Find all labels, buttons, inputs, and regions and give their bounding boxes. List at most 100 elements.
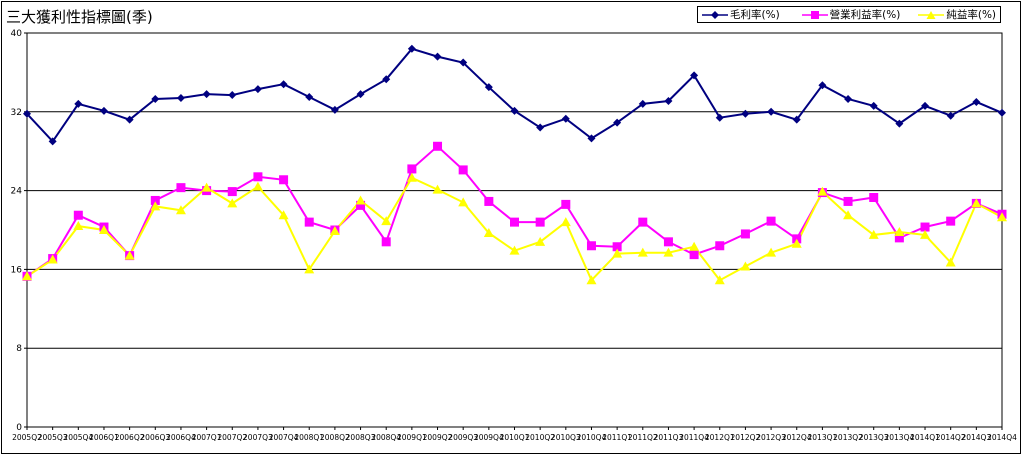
data-point-square [356, 200, 366, 210]
x-tick-label: 2014Q3 [961, 433, 991, 442]
legend-marker-triangle-icon [918, 10, 945, 19]
data-point-triangle [227, 198, 238, 208]
chart-legend: 毛利率(%) 營業利益率(%) 純益率(%) [697, 6, 1001, 23]
data-point-diamond [433, 52, 442, 61]
data-point-square [407, 164, 417, 174]
data-point-diamond [869, 101, 878, 110]
data-point-diamond [510, 106, 519, 115]
x-tick-label: 2010Q1 [500, 433, 530, 442]
data-point-triangle [432, 184, 443, 194]
data-point-diamond [613, 118, 622, 127]
chart-title: 三大獲利性指標圖(季) [6, 8, 153, 26]
data-point-diamond [151, 94, 160, 103]
data-point-square [766, 216, 776, 226]
data-point-diamond [690, 71, 699, 80]
data-point-triangle [843, 210, 854, 220]
data-point-square [689, 250, 699, 260]
data-point-triangle [458, 197, 469, 207]
data-point-triangle [997, 212, 1007, 222]
data-point-triangle [22, 271, 32, 281]
data-point-diamond [972, 97, 981, 106]
legend-marker-diamond-icon [702, 10, 728, 19]
x-tick-label: 2014Q1 [910, 433, 940, 442]
data-point-square [458, 165, 468, 175]
data-point-triangle [740, 261, 751, 271]
data-point-diamond [176, 94, 185, 103]
x-tick-label: 2008Q2 [320, 433, 350, 442]
y-tick-label: 40 [11, 29, 23, 39]
series-line-0 [26, 47, 1003, 143]
data-point-square [484, 196, 494, 206]
data-point-triangle [278, 210, 289, 220]
data-point-square [663, 237, 673, 247]
data-point-triangle [920, 229, 931, 239]
x-tick-label: 2006Q4 [166, 433, 196, 442]
data-point-diamond [279, 80, 288, 89]
x-tick-label: 2011Q1 [602, 433, 632, 442]
data-point-square [304, 217, 314, 227]
x-tick-label: 2005Q4 [63, 433, 93, 442]
data-point-diamond [99, 106, 108, 115]
data-point-square [869, 192, 879, 202]
x-tick-label: 2006Q1 [89, 433, 119, 442]
x-tick-label: 2013Q4 [884, 433, 914, 442]
data-point-diamond [895, 119, 904, 128]
data-point-diamond [792, 115, 801, 124]
x-tick-label: 2013Q3 [859, 433, 889, 442]
data-point-diamond [715, 113, 724, 122]
data-point-triangle [663, 247, 674, 257]
data-point-triangle [612, 248, 623, 258]
x-tick-label: 2009Q3 [448, 433, 478, 442]
y-tick-label: 8 [16, 344, 22, 354]
x-tick-label: 2011Q2 [628, 433, 658, 442]
data-point-square [279, 175, 289, 185]
x-tick-label: 2006Q3 [140, 433, 170, 442]
x-tick-label: 2008Q3 [346, 433, 376, 442]
plot-area [26, 32, 1003, 428]
data-point-square [920, 222, 930, 232]
data-point-diamond [998, 108, 1006, 117]
data-point-diamond [946, 111, 955, 120]
data-point-square [561, 199, 571, 209]
data-point-square [612, 242, 622, 252]
data-point-square [843, 196, 853, 206]
x-tick-label: 2007Q1 [192, 433, 222, 442]
y-tick-label: 16 [11, 265, 23, 275]
x-tick-label: 2005Q2 [12, 433, 42, 442]
data-point-square [740, 229, 750, 239]
data-point-diamond [921, 101, 930, 110]
data-point-diamond [638, 99, 647, 108]
data-point-triangle [252, 181, 263, 191]
data-point-triangle [47, 254, 58, 264]
data-point-square [715, 241, 725, 251]
data-point-diamond [664, 96, 673, 105]
x-tick-label: 2013Q1 [808, 433, 838, 442]
data-point-diamond [125, 115, 134, 124]
data-point-triangle [535, 236, 546, 246]
data-point-triangle [483, 227, 494, 237]
data-point-diamond [484, 83, 493, 92]
data-point-diamond [330, 105, 339, 114]
data-point-diamond [202, 90, 211, 99]
data-point-diamond [767, 107, 776, 116]
data-point-triangle [560, 217, 571, 227]
data-point-diamond [253, 85, 262, 94]
data-point-triangle [817, 186, 828, 196]
data-point-diamond [407, 44, 416, 53]
data-point-triangle [406, 172, 417, 182]
x-tick-label: 2012Q2 [731, 433, 761, 442]
data-point-triangle [201, 182, 212, 192]
data-point-square [946, 216, 956, 226]
data-point-triangle [304, 264, 315, 274]
data-point-diamond [305, 93, 314, 102]
x-tick-label: 2008Q1 [294, 433, 324, 442]
data-point-square [227, 187, 237, 197]
legend-item-gross-margin: 毛利率(%) [702, 7, 780, 22]
x-tick-label: 2007Q2 [217, 433, 247, 442]
data-point-diamond [48, 137, 57, 146]
data-point-diamond [74, 99, 83, 108]
x-tick-label: 2008Q4 [371, 433, 401, 442]
legend-marker-square-icon [801, 10, 828, 19]
